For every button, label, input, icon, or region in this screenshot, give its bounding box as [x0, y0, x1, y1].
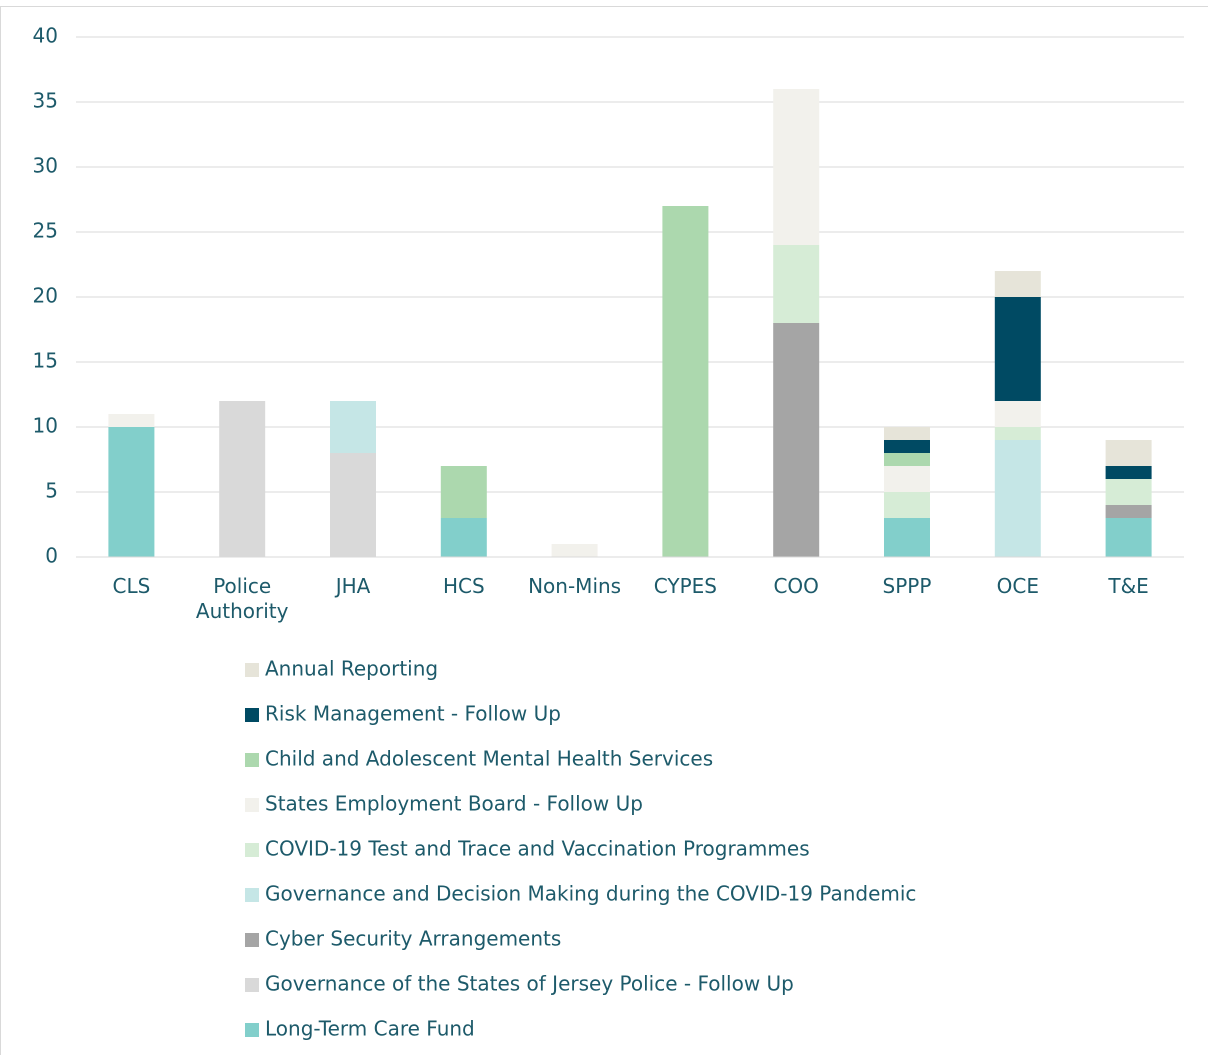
y-tick-label: 40	[33, 24, 58, 48]
legend-label: Governance of the States of Jersey Polic…	[265, 972, 794, 996]
bar-segment	[773, 323, 820, 557]
legend-swatch	[245, 978, 259, 992]
bar-segment	[1105, 466, 1152, 479]
y-tick-label: 30	[33, 154, 58, 178]
legend-swatch	[245, 843, 259, 857]
chart-border	[0, 6, 1208, 1055]
bar-segment	[1105, 440, 1152, 466]
bar-segment	[994, 427, 1041, 440]
legend-label: Risk Management - Follow Up	[265, 702, 561, 726]
legend-swatch	[245, 708, 259, 722]
bar-segment	[994, 297, 1041, 401]
bar-segment	[884, 440, 930, 453]
bar-segment	[219, 401, 266, 557]
bar-segment	[884, 492, 930, 518]
bar-segment	[994, 440, 1041, 557]
legend-swatch	[245, 888, 259, 902]
legend-swatch	[245, 753, 259, 767]
y-tick-label: 0	[45, 544, 58, 568]
bar-segment	[884, 466, 930, 492]
y-tick-label: 15	[33, 349, 58, 373]
x-tick-label: JHA	[335, 574, 371, 598]
bar-segment	[330, 401, 376, 453]
bar-segment	[884, 518, 930, 557]
bar-segment	[330, 453, 376, 557]
x-tick-label: Police Authority	[195, 574, 289, 623]
legend-label: COVID-19 Test and Trace and Vaccination …	[265, 837, 810, 861]
bar-segment	[551, 544, 598, 557]
bar-segment	[662, 206, 709, 557]
bar-segment	[440, 518, 487, 557]
legend-label: Cyber Security Arrangements	[265, 927, 561, 951]
legend-swatch	[245, 1023, 259, 1037]
legend-label: States Employment Board - Follow Up	[265, 792, 643, 816]
x-tick-label: Non-Mins	[528, 574, 622, 598]
bar-segment	[440, 466, 487, 518]
x-tick-label: T&E	[1108, 574, 1149, 598]
bar-segment	[1105, 505, 1152, 518]
x-tick-label: HCS	[442, 574, 485, 598]
legend-swatch	[245, 798, 259, 812]
bar-segment	[108, 427, 155, 557]
bar-segment	[773, 89, 820, 245]
bar-segment	[884, 453, 930, 466]
y-tick-label: 25	[33, 219, 58, 243]
legend-label: Child and Adolescent Mental Health Servi…	[265, 747, 713, 771]
bar-segment	[1105, 479, 1152, 505]
bar-segment	[994, 271, 1041, 297]
x-tick-label: COO	[773, 574, 819, 598]
bar-segment	[773, 245, 820, 323]
bar-segment	[994, 401, 1041, 427]
bar-segment	[1105, 518, 1152, 557]
legend-label: Long-Term Care Fund	[265, 1017, 475, 1041]
bar-segment	[108, 414, 155, 427]
y-tick-label: 20	[33, 284, 58, 308]
bar-segment	[884, 427, 930, 440]
legend-label: Annual Reporting	[265, 657, 438, 681]
x-tick-label: SPPP	[882, 574, 932, 598]
legend-label: Governance and Decision Making during th…	[265, 882, 916, 906]
y-tick-label: 10	[33, 414, 58, 438]
x-tick-label: CLS	[112, 574, 151, 598]
legend-swatch	[245, 663, 259, 677]
x-tick-label: CYPES	[653, 574, 717, 598]
x-tick-label: OCE	[996, 574, 1039, 598]
y-tick-label: 35	[33, 89, 58, 113]
y-tick-label: 5	[45, 479, 58, 503]
legend-swatch	[245, 933, 259, 947]
